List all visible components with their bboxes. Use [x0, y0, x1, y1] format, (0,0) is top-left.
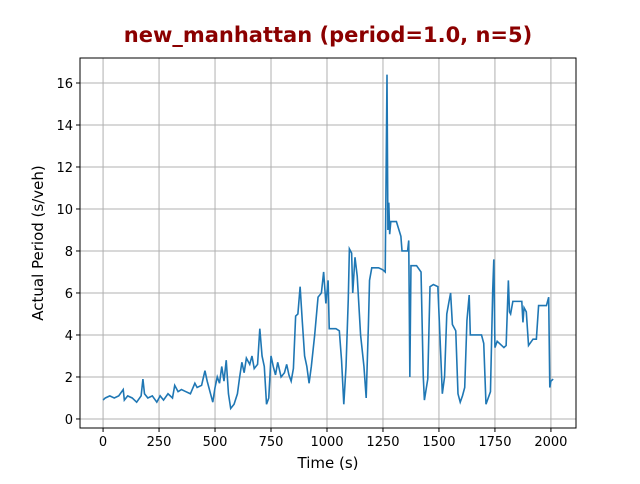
- y-tick-label: 12: [56, 161, 73, 176]
- y-tick-label: 14: [56, 119, 73, 134]
- y-tick-label: 4: [65, 329, 73, 344]
- x-tick-label: 1000: [310, 435, 343, 450]
- y-tick-label: 10: [56, 203, 73, 218]
- plot-frame: [79, 57, 577, 429]
- x-tick-label: 250: [147, 435, 172, 450]
- x-tick-label: 1250: [366, 435, 399, 450]
- y-tick-label: 8: [65, 245, 73, 260]
- y-tick-label: 2: [65, 371, 73, 386]
- x-tick-label: 2000: [534, 435, 567, 450]
- y-tick-label: 6: [65, 287, 73, 302]
- data-line: [102, 74, 554, 411]
- x-tick-label: 1500: [422, 435, 455, 450]
- x-tick-label: 750: [259, 435, 284, 450]
- y-tick-label: 0: [65, 413, 73, 428]
- x-axis-label: Time (s): [297, 454, 359, 472]
- x-tick-label: 1750: [478, 435, 511, 450]
- x-tick-label: 0: [99, 435, 107, 450]
- chart-title: new_manhattan (period=1.0, n=5): [124, 23, 532, 47]
- y-tick-label: 16: [56, 77, 73, 92]
- x-tick-label: 500: [203, 435, 228, 450]
- y-axis-label: Actual Period (s/veh): [29, 165, 47, 321]
